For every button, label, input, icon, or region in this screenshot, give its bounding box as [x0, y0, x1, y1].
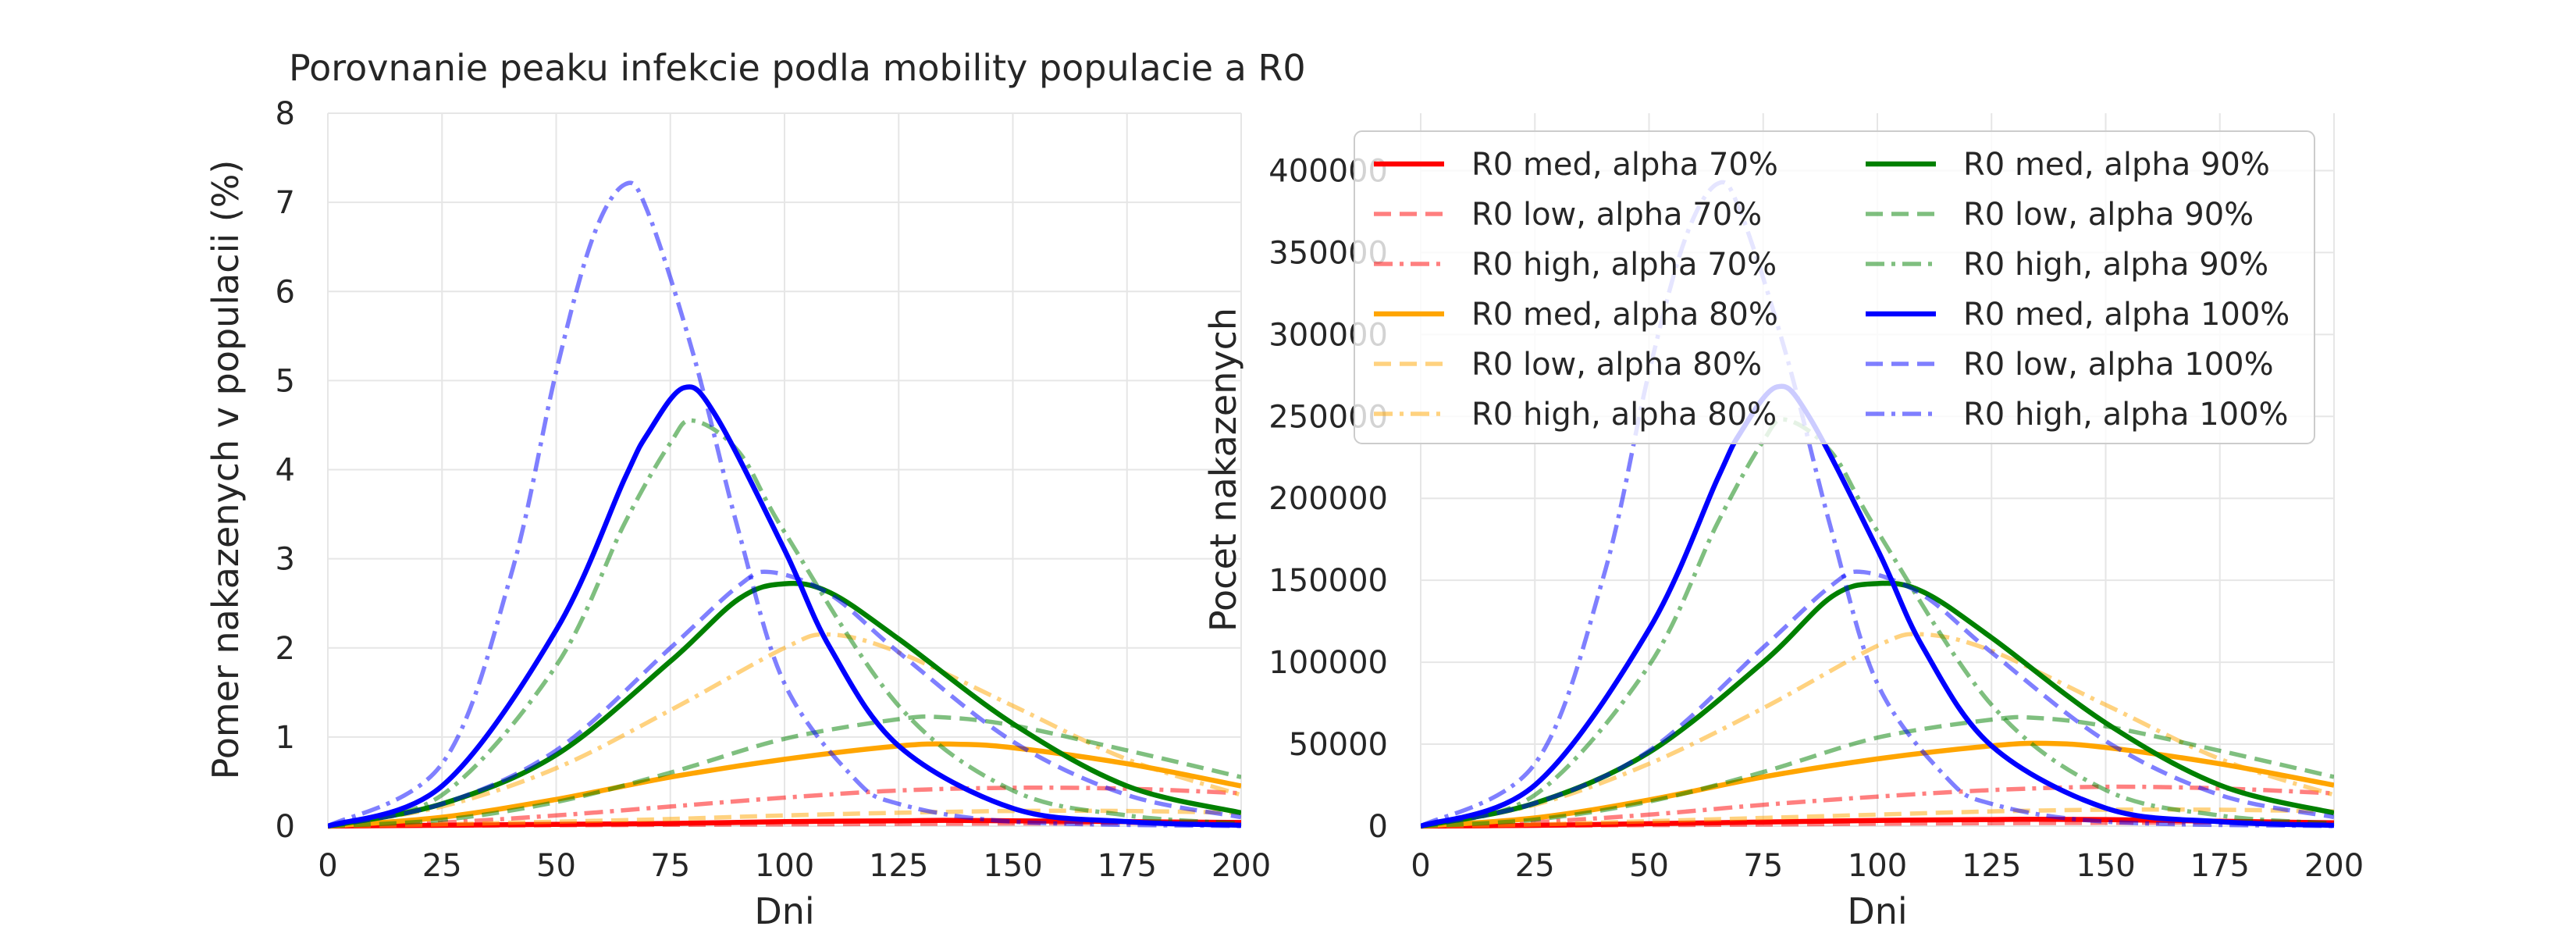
legend-label: R0 med, alpha 70% [1471, 147, 1778, 183]
y-tick-label: 4 [276, 453, 295, 489]
y-tick-label: 8 [276, 96, 295, 132]
legend-label: R0 med, alpha 90% [1963, 147, 2270, 183]
series-line-0-10 [328, 569, 1241, 828]
series-line-1-11 [1421, 180, 2334, 828]
x-tick-label: 50 [1629, 848, 1669, 884]
legend-label: R0 high, alpha 100% [1963, 397, 2289, 433]
legend-label: R0 high, alpha 90% [1963, 247, 2268, 283]
y-tick-label: 7 [276, 185, 295, 221]
series-line-1-5 [1421, 632, 2334, 828]
x-tick-label: 200 [1212, 848, 1271, 884]
y-tick-label: 2 [276, 631, 295, 667]
y-tick-label: 50000 [1289, 727, 1388, 763]
y-tick-label: 150000 [1268, 563, 1388, 599]
x-tick-label: 200 [2304, 848, 2364, 884]
series-line-0-2 [328, 786, 1241, 828]
series-line-0-3 [328, 741, 1241, 829]
x-tick-label: 0 [318, 848, 337, 884]
series-line-1-2 [1421, 784, 2334, 828]
legend-frame [1354, 130, 2315, 444]
series-line-0-5 [328, 632, 1241, 828]
series-line-0-9 [328, 384, 1241, 829]
chart-right: 0 25 50 75 100 125 150 175 200 0 50000 100000 150000… [1202, 113, 2364, 932]
x-tick-label: 125 [1962, 848, 2021, 884]
legend-label: R0 low, alpha 90% [1963, 197, 2254, 233]
x-tick-label: 150 [2076, 848, 2135, 884]
x-axis-label: Dni [1847, 890, 1907, 932]
x-tick-label: 75 [1743, 848, 1783, 884]
y-tick-label: 100000 [1268, 645, 1388, 681]
y-tick-label: 6 [276, 274, 295, 310]
x-tick-label: 150 [983, 848, 1042, 884]
legend-label: R0 high, alpha 70% [1471, 247, 1777, 283]
x-tick-label: 125 [869, 848, 928, 884]
y-axis-label: Pomer nakazenych v populacii (%) [205, 160, 247, 780]
legend-label: R0 high, alpha 80% [1471, 397, 1777, 433]
y-tick-label: 200000 [1268, 481, 1388, 517]
x-tick-label: 50 [536, 848, 576, 884]
y-axis-label: Pocet nakazenych [1202, 308, 1244, 632]
y-tick-label: 1 [276, 720, 295, 756]
x-tick-label: 175 [1098, 848, 1157, 884]
chart-left: 0 25 50 75 100 125 150 175 200 0 1 2 3 4 5 6 7 8 Dni Pomer … [205, 47, 1306, 932]
series-line-0-7 [328, 714, 1241, 828]
y-tick-label: 0 [1368, 809, 1388, 845]
legend-label: R0 med, alpha 100% [1963, 297, 2290, 333]
legend-label: R0 low, alpha 80% [1471, 347, 1762, 383]
chart-title: Porovnanie peaku infekcie podla mobility… [289, 47, 1306, 89]
x-tick-label: 25 [1515, 848, 1555, 884]
y-tick-label: 0 [276, 809, 295, 845]
x-tick-label: 0 [1411, 848, 1430, 884]
x-tick-label: 175 [2190, 848, 2250, 884]
x-tick-label: 75 [650, 848, 690, 884]
legend-label: R0 low, alpha 100% [1963, 347, 2274, 383]
legend-label: R0 med, alpha 80% [1471, 297, 1778, 333]
series-line-0-11 [328, 180, 1241, 828]
series-line-1-10 [1421, 569, 2334, 828]
x-tick-label: 100 [755, 848, 814, 884]
legend: R0 med, alpha 70% R0 low, alpha 70% R0 hig… [1354, 130, 2315, 444]
x-axis-label: Dni [754, 890, 814, 932]
legend-label: R0 low, alpha 70% [1471, 197, 1762, 233]
x-tick-label: 100 [1848, 848, 1907, 884]
x-tick-label: 25 [422, 848, 462, 884]
y-tick-label: 5 [276, 363, 295, 399]
series-line-1-7 [1421, 714, 2334, 828]
y-tick-label: 3 [276, 542, 295, 578]
